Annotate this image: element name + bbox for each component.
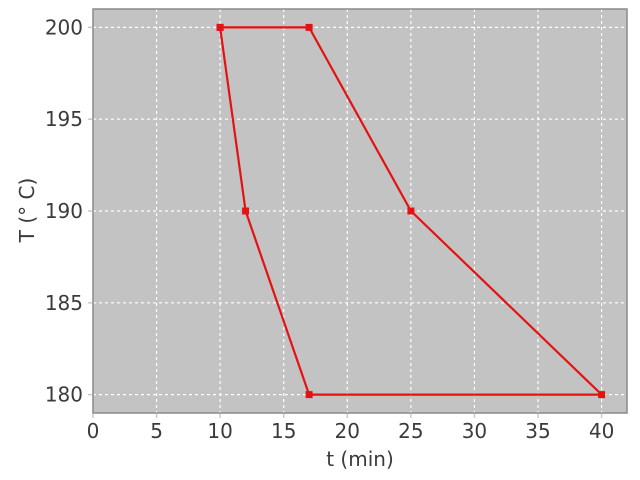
svg-text:35: 35 (525, 419, 550, 443)
tick-marks (88, 26, 603, 418)
svg-text:25: 25 (398, 419, 423, 443)
x-axis-label: t (min) (326, 447, 394, 471)
svg-text:20: 20 (335, 419, 360, 443)
svg-text:195: 195 (45, 107, 83, 131)
series-markers (216, 23, 606, 399)
svg-text:180: 180 (45, 383, 83, 407)
svg-text:200: 200 (45, 15, 83, 39)
svg-text:15: 15 (271, 419, 296, 443)
svg-text:40: 40 (589, 419, 614, 443)
y-axis-label: T (° C) (15, 177, 39, 243)
svg-text:0: 0 (87, 419, 100, 443)
svg-text:30: 30 (462, 419, 487, 443)
svg-text:190: 190 (45, 199, 83, 223)
svg-text:5: 5 (150, 419, 163, 443)
svg-text:10: 10 (207, 419, 232, 443)
y-tick-labels: 180 185 190 195 200 (45, 15, 83, 406)
plot-border (92, 8, 628, 414)
svg-text:185: 185 (45, 291, 83, 315)
x-tick-labels: 0 5 10 15 20 25 30 35 40 (87, 419, 615, 443)
